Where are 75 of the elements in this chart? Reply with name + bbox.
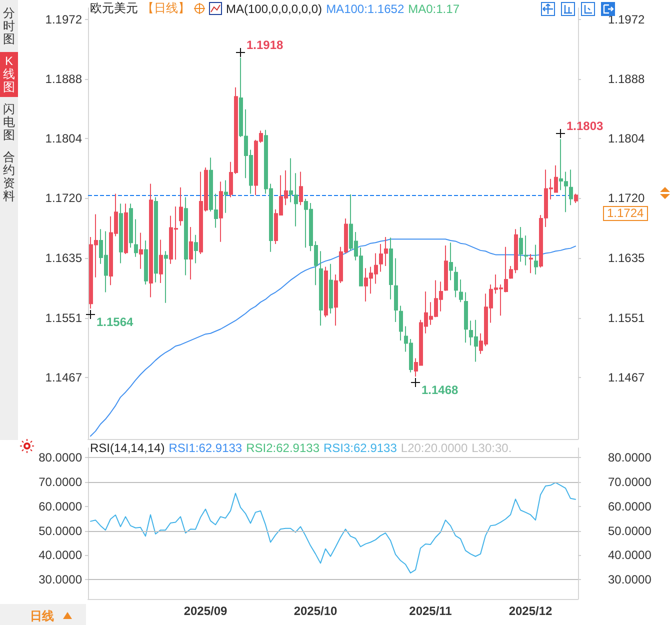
- candlestick: [574, 193, 578, 204]
- y-tick-label: 40.0000: [38, 548, 82, 562]
- candlestick: [319, 250, 323, 326]
- candlestick: [519, 226, 523, 262]
- text: 合约资料: [2, 150, 16, 203]
- candlestick: [184, 196, 188, 276]
- candlestick: [124, 203, 128, 254]
- line-series: [90, 482, 576, 574]
- annotation: MA(100,0,0,0,0,0): [226, 2, 322, 16]
- candlestick: [119, 203, 123, 264]
- annotation: L20:20.0000: [400, 440, 468, 454]
- x-tick-label: 2025/12: [508, 604, 553, 618]
- candlestick: [399, 305, 403, 341]
- candlestick: [324, 266, 328, 318]
- annotation: 1.1803: [566, 119, 604, 134]
- chart-title: RSI(14,14,14): [90, 440, 165, 454]
- candlestick: [529, 253, 533, 274]
- y-tick-label: 1.1972: [608, 12, 646, 26]
- candlestick: [389, 237, 393, 300]
- candlestick: [144, 240, 148, 285]
- candlestick: [394, 258, 398, 323]
- candlestick: [189, 226, 193, 280]
- candlestick: [454, 266, 458, 298]
- text: MA100:1.1652: [326, 2, 404, 16]
- candlestick: [444, 244, 448, 292]
- candlestick: [534, 244, 538, 276]
- candlestick: [239, 57, 243, 138]
- candlestick: [524, 235, 528, 266]
- annotation: RSI3:62.9133: [324, 440, 397, 454]
- y-tick-label: 70.0000: [38, 475, 82, 490]
- annotation: 1.1918: [246, 38, 284, 52]
- y-tick-label: 60.0000: [38, 499, 82, 514]
- annotation: 1.1468: [422, 382, 458, 397]
- annotation: MA0:1.17: [408, 2, 460, 16]
- candlestick: [159, 239, 163, 284]
- y-tick-label: 1.1804: [608, 131, 646, 146]
- y-tick-label: 80.0000: [38, 450, 82, 465]
- annotation: 1.1564: [96, 314, 134, 329]
- text: K线图: [0, 54, 18, 94]
- candlestick: [164, 250, 168, 304]
- y-tick-label: 1.1551: [608, 310, 646, 325]
- candlestick: [224, 180, 228, 214]
- y-tick-label: 1.1720: [608, 190, 646, 205]
- candlestick: [464, 292, 468, 344]
- annotation: RSI1:62.9133: [168, 440, 242, 454]
- y-tick-label: 50.0000: [38, 524, 82, 538]
- annotation: L30:30.: [472, 440, 512, 454]
- candlestick: [179, 186, 183, 226]
- y-tick-label: 30.0000: [38, 572, 82, 587]
- chart-title: 欧元美元: [90, 0, 138, 17]
- x-tick-label: 2025/10: [294, 604, 338, 618]
- y-tick-label: 1.1467: [608, 370, 646, 384]
- candlestick: [139, 232, 143, 270]
- candlestick: [149, 183, 153, 298]
- candlestick: [569, 169, 573, 206]
- annotation: RSI2:62.9133: [246, 440, 320, 454]
- candlestick: [219, 181, 223, 242]
- candlestick: [329, 263, 333, 314]
- candlestick: [459, 279, 463, 303]
- x-tick-label: 2025/11: [409, 604, 452, 618]
- candlestick: [299, 171, 303, 206]
- candlestick: [154, 196, 158, 283]
- candlestick: [134, 218, 138, 258]
- candlestick: [129, 203, 133, 248]
- y-tick-label: 1.1888: [608, 72, 646, 86]
- x-tick-label: 2025/09: [184, 604, 228, 618]
- chart-subtitle: 【日线】: [142, 0, 190, 17]
- candlestick: [449, 242, 453, 281]
- candlestick: [194, 234, 198, 264]
- ref-line-label: 1.1724: [603, 206, 648, 222]
- text: 分时图: [2, 6, 16, 46]
- text: 日线: [30, 608, 54, 625]
- text: 闪电图: [2, 102, 16, 142]
- y-tick-label: 1.1635: [608, 251, 646, 266]
- line-series: [90, 238, 576, 437]
